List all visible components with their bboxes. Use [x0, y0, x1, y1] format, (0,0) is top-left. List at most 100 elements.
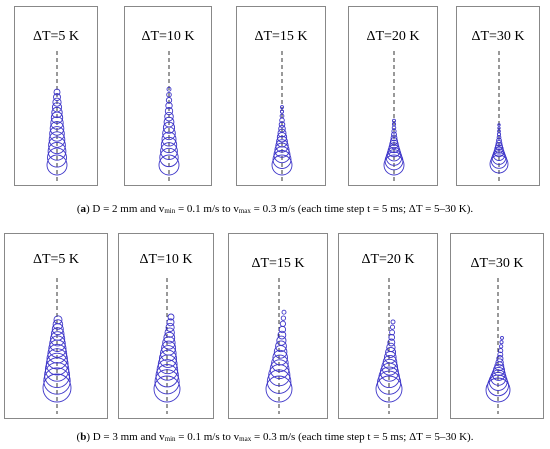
bubble [490, 152, 508, 169]
bubble [158, 349, 178, 368]
bubble [499, 340, 504, 345]
caption-a: (a) D = 2 mm and vmin = 0.1 m/s to vmax … [76, 203, 474, 215]
bubble [487, 374, 509, 397]
bubble [52, 319, 64, 330]
bubble [161, 131, 177, 147]
panel-label: ΔT=15 K [251, 256, 305, 271]
bubble [385, 149, 403, 166]
bubble [497, 129, 501, 134]
bubble [493, 364, 505, 377]
bubble [163, 116, 175, 128]
bubble [384, 151, 404, 171]
bubble [51, 106, 63, 119]
bubble [490, 369, 507, 386]
caption-text-2: = 0.1 m/s to v [175, 203, 239, 215]
panel-label: ΔT=10 K [139, 252, 193, 267]
bubble [485, 377, 511, 403]
bubble [491, 366, 506, 381]
bubble [391, 122, 397, 127]
bubble [156, 359, 179, 381]
bubble-plot [46, 51, 68, 181]
bubble [279, 113, 285, 119]
caption-sub-max: max [239, 435, 252, 443]
bubble [383, 154, 405, 176]
bubble [493, 146, 505, 158]
bubble [160, 142, 178, 160]
bubble-plot [42, 278, 72, 414]
bubble-plot [489, 51, 509, 181]
bubble [280, 105, 284, 110]
bubble [496, 355, 504, 363]
panel-label: ΔT=30 K [470, 256, 524, 271]
bubble [164, 327, 175, 338]
bubble-plot [153, 278, 181, 414]
bubble [48, 136, 66, 155]
bubble [279, 109, 285, 114]
bubble-plot [375, 278, 403, 414]
panel-b-2: ΔT=10 K [118, 233, 214, 419]
bubble [44, 362, 71, 389]
panel-a-2: ΔT=10 K [124, 6, 212, 186]
bubble [265, 375, 293, 403]
bubble [389, 139, 399, 150]
bubble [154, 369, 180, 395]
panel-b-1: ΔT=5 K [4, 233, 108, 419]
bubble [48, 131, 66, 148]
bubble [488, 371, 508, 391]
bubble [155, 364, 179, 388]
bubble [47, 343, 68, 364]
bubble [492, 148, 506, 161]
panel-a-1: ΔT=5 K [14, 6, 98, 186]
bubble [49, 126, 65, 142]
bubble [377, 370, 402, 395]
bubble [160, 345, 177, 362]
bubble [389, 137, 399, 146]
bubble [278, 325, 287, 334]
bubble [50, 116, 64, 130]
bubble [389, 324, 396, 330]
bubble [278, 121, 286, 128]
bubble [53, 93, 61, 102]
bubble [276, 132, 288, 143]
caption-sub-max: max [238, 207, 251, 215]
caption-text-3: = 0.3 m/s (each time step t = 5 ms; ΔT =… [250, 203, 474, 215]
bubble [387, 338, 396, 347]
bubble [391, 131, 397, 138]
bubble [159, 147, 179, 168]
bubble [489, 154, 509, 174]
bubble [164, 111, 174, 122]
bubble [386, 342, 396, 353]
bubble [386, 146, 402, 162]
panel-label: ΔT=30 K [471, 29, 525, 44]
panel-label: ΔT=15 K [254, 29, 308, 44]
bubble [272, 349, 288, 366]
bubble [43, 367, 71, 395]
bubble [266, 369, 292, 394]
bubble [50, 331, 66, 347]
caption-text-1: ) D = 3 mm and v [86, 431, 165, 443]
bubble [385, 346, 397, 358]
caption-text-2: = 0.1 m/s to v [175, 431, 240, 443]
bubble [496, 137, 502, 144]
bubble [44, 357, 70, 382]
bubble [158, 154, 180, 176]
bubble [271, 354, 289, 373]
bubble [46, 154, 68, 176]
bubble [53, 88, 61, 96]
bubble [500, 335, 504, 340]
bubble [45, 352, 69, 376]
bubble [491, 150, 507, 165]
bubble [163, 331, 176, 344]
bubble [274, 142, 290, 158]
panel-label: ΔT=20 K [366, 29, 420, 44]
panel-label: ΔT=20 K [361, 252, 415, 267]
caption-letter: a [80, 203, 87, 215]
bubble [382, 354, 398, 370]
bubble [46, 348, 68, 370]
bubble [497, 351, 504, 358]
panel-b-4: ΔT=20 K [338, 233, 438, 419]
bubble [497, 123, 501, 127]
bubble-plot [158, 51, 180, 181]
bubble [166, 86, 172, 92]
bubble [275, 340, 287, 353]
